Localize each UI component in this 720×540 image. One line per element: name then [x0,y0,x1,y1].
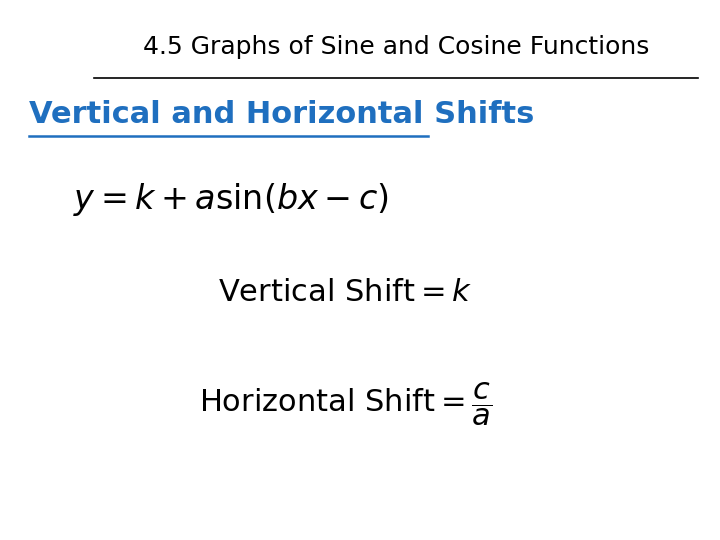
Text: $y = k + a\sin(bx - c)$: $y = k + a\sin(bx - c)$ [73,181,388,218]
Text: $\mathrm{Horizontal\ Shift} = \dfrac{c}{a}$: $\mathrm{Horizontal\ Shift} = \dfrac{c}{… [199,381,492,428]
Text: Vertical and Horizontal Shifts: Vertical and Horizontal Shifts [29,100,534,129]
Text: 4.5 Graphs of Sine and Cosine Functions: 4.5 Graphs of Sine and Cosine Functions [143,35,649,59]
Text: $\mathrm{Vertical\ Shift} = k$: $\mathrm{Vertical\ Shift} = k$ [218,278,473,307]
